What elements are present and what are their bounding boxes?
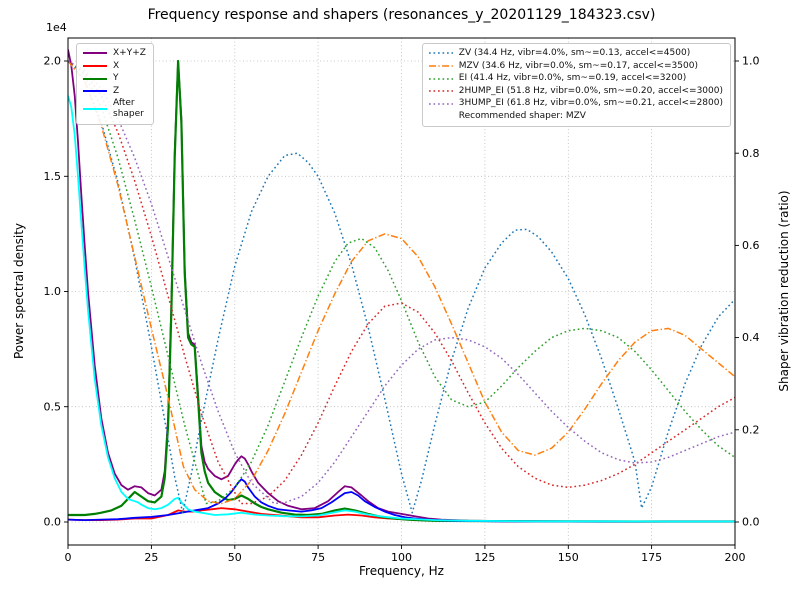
legend-label: X+Y+Z — [113, 48, 146, 58]
legend-item-zv: ZV (34.4 Hz, vibr=4.0%, sm~=0.13, accel<… — [428, 48, 723, 59]
legend-label: After shaper — [113, 98, 144, 120]
legend-label: EI (41.4 Hz, vibr=0.0%, sm~=0.19, accel<… — [458, 73, 687, 84]
y-left-axis-label: Power spectral density — [12, 222, 26, 360]
legend-note-text: Recommended shaper: MZV — [458, 111, 586, 122]
svg-text:75: 75 — [311, 551, 325, 564]
svg-text:1.0: 1.0 — [742, 55, 760, 68]
series-xyz — [68, 49, 735, 523]
svg-text:0.5: 0.5 — [44, 400, 62, 413]
legend-label: 3HUMP_EI (61.8 Hz, vibr=0.0%, sm~=0.21, … — [458, 98, 723, 109]
legend-psd: X+Y+Z X Y Z After shaper — [76, 43, 154, 125]
svg-text:150: 150 — [558, 551, 579, 564]
svg-text:1.5: 1.5 — [44, 170, 62, 183]
svg-text:0.0: 0.0 — [742, 516, 760, 529]
legend-item-3hump_ei: 3HUMP_EI (61.8 Hz, vibr=0.0%, sm~=0.21, … — [428, 98, 723, 109]
svg-text:2.0: 2.0 — [44, 55, 62, 68]
svg-text:125: 125 — [474, 551, 495, 564]
legend-item-2hump_ei: 2HUMP_EI (51.8 Hz, vibr=0.0%, sm~=0.20, … — [428, 86, 723, 97]
svg-text:1.0: 1.0 — [44, 285, 62, 298]
tick-labels: 0 25 50 75 100 125 150 175 200 0.0 0.5 1.0 1.5 2.0 0.0… — [44, 55, 760, 564]
series-mzv — [68, 60, 735, 505]
legend-label: Z — [113, 85, 120, 96]
recommended-shaper-note: Recommended shaper: MZV — [428, 111, 723, 122]
y-axis-offset-label: 1e4 — [46, 21, 67, 34]
svg-text:100: 100 — [391, 551, 412, 564]
legend-line-swatch — [83, 64, 107, 67]
svg-text:0.8: 0.8 — [742, 147, 760, 160]
svg-text:0: 0 — [65, 551, 72, 564]
legend-label: ZV (34.4 Hz, vibr=4.0%, sm~=0.13, accel<… — [458, 48, 691, 58]
legend-item-z: Z — [82, 86, 146, 97]
series-3hump_ei — [68, 60, 735, 505]
legend-line-swatch — [83, 108, 107, 111]
y-right-axis-label: Shaper vibration reduction (ratio) — [777, 190, 791, 392]
series-zv — [68, 60, 735, 514]
legend-label: X — [113, 60, 120, 71]
series-ei — [68, 60, 735, 505]
legend-item-mzv: MZV (34.6 Hz, vibr=0.0%, sm~=0.17, accel… — [428, 61, 723, 72]
legend-line-swatch — [83, 52, 107, 55]
chart-title: Frequency response and shapers (resonanc… — [147, 7, 656, 23]
legend-item-ei: EI (41.4 Hz, vibr=0.0%, sm~=0.19, accel<… — [428, 73, 723, 84]
legend-line-swatch — [428, 90, 453, 92]
legend-line-swatch — [83, 90, 107, 93]
svg-text:0.4: 0.4 — [742, 331, 760, 344]
legend-label: MZV (34.6 Hz, vibr=0.0%, sm~=0.17, accel… — [458, 60, 698, 71]
svg-text:175: 175 — [641, 551, 662, 564]
legend-item-xyz: X+Y+Z — [82, 48, 146, 59]
svg-text:0.6: 0.6 — [742, 239, 760, 252]
tick-marks — [64, 60, 739, 549]
svg-text:200: 200 — [725, 551, 746, 564]
legend-line-swatch — [428, 102, 453, 105]
legend-item-x: X — [82, 61, 146, 72]
legend-label: 2HUMP_EI (51.8 Hz, vibr=0.0%, sm~=0.20, … — [458, 85, 723, 96]
legend-line-swatch — [428, 65, 453, 67]
legend-line-swatch — [428, 52, 453, 55]
svg-text:0.2: 0.2 — [742, 423, 760, 436]
x-axis-label: Frequency, Hz — [359, 564, 444, 578]
series-lines — [68, 49, 735, 523]
legend-line-swatch — [83, 77, 107, 80]
series-after — [68, 95, 735, 523]
legend-shapers: ZV (34.4 Hz, vibr=4.0%, sm~=0.13, accel<… — [421, 43, 731, 127]
svg-text:0.0: 0.0 — [44, 516, 62, 529]
svg-text:25: 25 — [144, 551, 158, 564]
svg-text:50: 50 — [228, 551, 242, 564]
legend-item-after: After shaper — [82, 98, 146, 119]
legend-label: Y — [113, 73, 119, 84]
legend-line-swatch — [428, 77, 453, 80]
series-2hump_ei — [68, 60, 735, 505]
legend-item-y: Y — [82, 73, 146, 84]
